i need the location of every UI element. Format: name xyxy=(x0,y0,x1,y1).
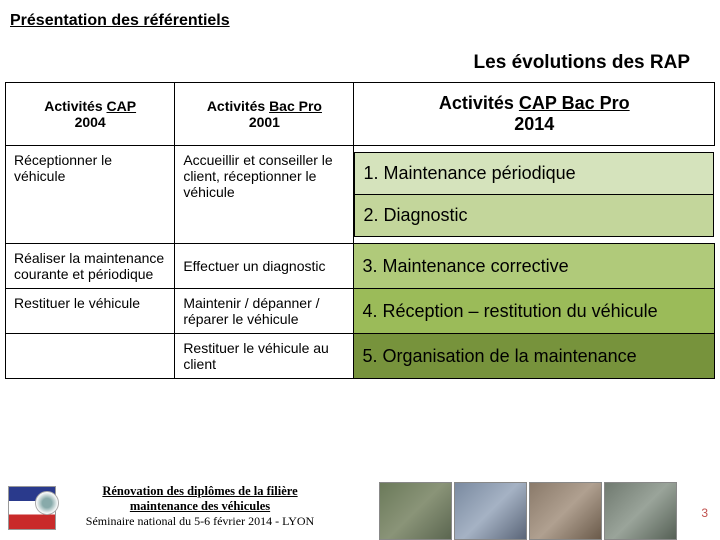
activity-item: 5. Organisation de la maintenance xyxy=(354,334,715,379)
rap-evolution-table: Activités CAP2004 Activités Bac Pro2001 … xyxy=(5,82,715,379)
ministry-logo xyxy=(8,486,56,530)
table-cell: Restituer le véhicule au client xyxy=(175,334,354,379)
page-number: 3 xyxy=(701,506,708,520)
table-cell-stack: 1. Maintenance périodique 2. Diagnostic xyxy=(354,146,715,244)
activity-item: 1. Maintenance périodique xyxy=(354,152,714,195)
table-cell: Restituer le véhicule xyxy=(6,289,175,334)
activity-item: 3. Maintenance corrective xyxy=(354,244,715,289)
footer-photo xyxy=(379,482,452,540)
page-footer: Rénovation des diplômes de la filière ma… xyxy=(0,478,720,540)
table-cell: Accueillir et conseiller le client, réce… xyxy=(175,146,354,244)
page-title: Présentation des référentiels xyxy=(0,0,720,34)
footer-photo-strip xyxy=(378,482,678,540)
table-cell: Réaliser la maintenance courante et péri… xyxy=(6,244,175,289)
footer-photo xyxy=(604,482,677,540)
column-header-bacpro: Activités Bac Pro2001 xyxy=(175,83,354,146)
activity-item: 2. Diagnostic xyxy=(354,195,714,237)
table-cell: Effectuer un diagnostic xyxy=(175,244,354,289)
section-subtitle: Les évolutions des RAP xyxy=(0,34,720,82)
footer-text: Rénovation des diplômes de la filière ma… xyxy=(70,484,330,529)
column-header-capbacpro: Activités CAP Bac Pro2014 xyxy=(354,83,715,146)
activity-item: 4. Réception – restitution du véhicule xyxy=(354,289,715,334)
footer-photo xyxy=(454,482,527,540)
column-header-cap: Activités CAP2004 xyxy=(6,83,175,146)
footer-photo xyxy=(529,482,602,540)
table-cell: Réceptionner le véhicule xyxy=(6,146,175,244)
table-cell: Maintenir / dépanner / réparer le véhicu… xyxy=(175,289,354,334)
table-cell-empty xyxy=(6,334,175,379)
